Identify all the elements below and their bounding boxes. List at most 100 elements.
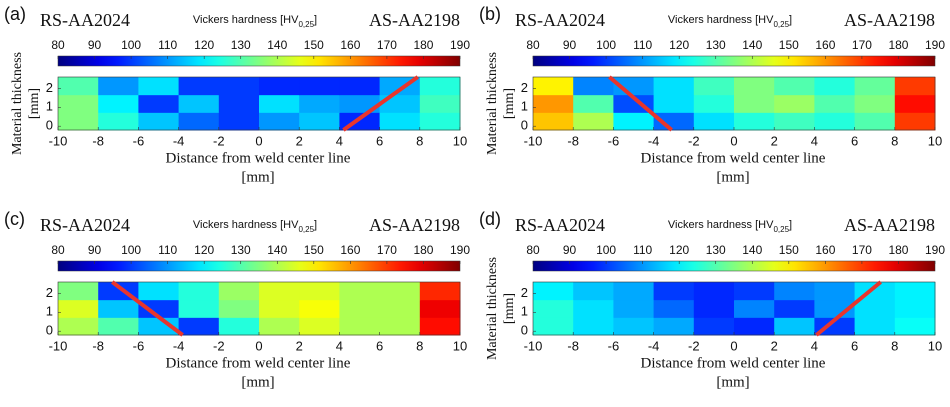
heat-cell [774,94,815,113]
heat-cell [814,282,856,301]
colorbar [57,260,461,272]
heat-cell [653,317,695,336]
heat-cell [299,94,340,113]
colorbar-label: Vickers hardness [HV0,25] [193,219,317,234]
heat-cell [98,317,139,336]
colorbar-tick-label: 170 [377,38,397,52]
heat-cell [894,112,936,131]
y-axis-label: [mm] [502,88,517,119]
colorbar-tick-label: 130 [706,38,726,52]
colorbar-label-part: ] [314,14,317,26]
heat-cell [894,317,936,336]
y-tick-label: 0 [521,118,528,133]
x-tick-label: 0 [255,338,262,353]
heat-cell [138,77,180,96]
colorbar-tick-label: 80 [526,38,540,52]
left-label: RS-AA2024 [515,10,605,30]
colorbar-tick-label: 140 [742,243,762,257]
colorbar-label: Vickers hardness [HV0,25] [668,219,792,234]
heat-cell [379,317,421,336]
heat-cell [58,299,99,318]
colorbar-tick-label: 150 [779,38,799,52]
y-tick-label: 1 [46,304,53,319]
y-axis-label: [mm] [502,293,517,324]
heat-cell [98,94,139,113]
weld-line [815,280,883,337]
heat-cell [814,77,856,96]
x-tick-label: 8 [891,133,898,148]
colorbar-tick-label: 130 [706,243,726,257]
weld-line [608,75,673,132]
x-tick-label: -4 [648,338,660,353]
heat-cell [138,299,180,318]
heat-cell [299,112,340,131]
x-tick-label: 2 [771,133,778,148]
heat-cell [218,317,260,336]
colorbar-tick-label: 130 [231,38,251,52]
colorbar-label: Vickers hardness [HV0,25] [668,14,792,29]
colorbar-tick-label: 100 [596,38,616,52]
heat-cell [814,94,856,113]
heat-cell [854,112,896,131]
heat-cell [379,112,421,131]
heat-cell [339,77,381,96]
right-label: AS-AA2198 [844,215,935,235]
x-tick-label: -4 [173,133,185,148]
x-tick-label: -6 [608,338,620,353]
weld-line [111,280,184,337]
x-tick-label: -8 [92,133,104,148]
heat-cell [734,77,775,96]
y-tick-label: 2 [521,285,528,300]
colorbar-tick-label: 160 [815,243,835,257]
heat-cell [613,112,655,131]
heat-cell [734,282,775,301]
heat-cell [533,77,574,96]
heat-cell [419,77,461,96]
x-tick-label: -10 [49,133,68,148]
x-tick-label: -6 [608,133,620,148]
heat-cell [299,282,340,301]
heat-cell [693,317,735,336]
x-tick-label: -2 [688,338,700,353]
colorbar-tick-label: 190 [450,243,470,257]
colorbar-label-part: 0,25 [773,225,789,234]
colorbar-tick-label: 120 [194,38,214,52]
heat-cell [653,112,695,131]
x-tick-label: 8 [416,133,423,148]
heat-cell [854,94,896,113]
colorbar-label-part: 0,25 [773,20,789,29]
colorbar-tick-label: 100 [596,243,616,257]
heat-cell [138,317,180,336]
colorbar-label-part: Vickers hardness [HV [668,14,774,26]
y-axis-label: Material thickness [485,52,500,155]
colorbar-tick-label: 110 [158,243,177,257]
panel-label: (b) [479,4,501,24]
heat-cell [854,299,896,318]
heat-cell [218,282,260,301]
x-axis-label: Distance from weld center line [641,150,826,166]
heat-cell [734,94,775,113]
heat-cell [259,299,300,318]
heat-cell [419,94,461,113]
heat-cell [774,77,815,96]
heat-cell [299,77,340,96]
heat-cell [58,282,99,301]
colorbar [57,55,461,67]
y-tick-label: 2 [521,80,528,95]
x-tick-label: 10 [928,133,942,148]
x-tick-label: 6 [376,133,383,148]
heat-cell [299,299,340,318]
colorbar-tick-label: 170 [852,38,872,52]
left-label: RS-AA2024 [515,215,605,235]
x-tick-label: -2 [213,338,225,353]
heat-cell [693,299,735,318]
x-tick-label: 2 [296,338,303,353]
colorbar-tick-label: 120 [669,38,689,52]
colorbar-tick-label: 160 [815,38,835,52]
y-axis-label: Material thickness [485,257,500,360]
colorbar-label-part: Vickers hardness [HV [668,219,774,231]
heat-cell [178,77,220,96]
heat-cell [774,282,815,301]
panel-label: (c) [4,209,25,229]
